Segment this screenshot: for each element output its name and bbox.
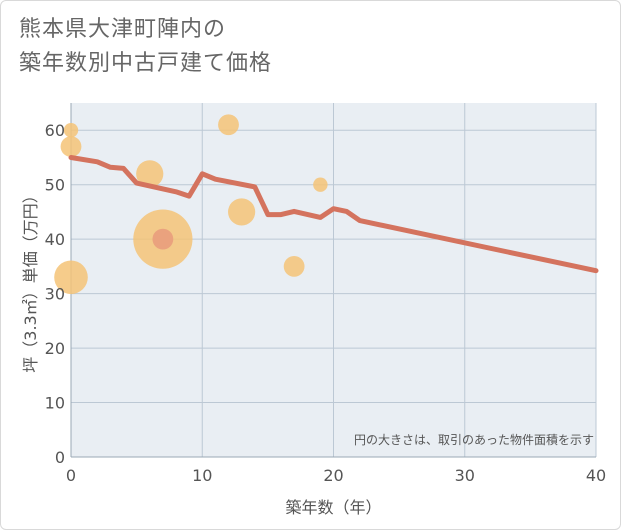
y-tick-label: 0 [55,448,65,467]
x-axis-label: 築年数（年） [285,498,381,517]
y-tick-label: 30 [45,285,65,304]
y-tick-label: 20 [45,339,65,358]
data-bubble [228,198,256,226]
data-bubble [136,160,164,188]
x-tick-label: 10 [192,466,212,485]
data-bubble [60,136,82,157]
bubble-layer [54,114,328,295]
x-tick-label: 30 [455,466,475,485]
chart-title-line-1: 熊本県大津町陣内の [19,17,227,42]
x-tick-label: 0 [66,466,76,485]
y-tick-label: 60 [45,121,65,140]
chart-title: 熊本県大津町陣内の 築年数別中古戸建て価格 [19,13,272,81]
y-tick-labels: 0 10 20 30 40 50 60 [45,121,65,467]
data-bubble [283,255,305,277]
x-tick-label: 40 [586,466,606,485]
y-tick-label: 40 [45,230,65,249]
x-tick-labels: 0 10 20 30 40 [66,466,606,485]
data-bubble [152,228,174,250]
x-tick-label: 20 [323,466,343,485]
data-bubble [63,123,79,138]
data-bubble [313,177,328,192]
trend-layer [68,155,599,274]
trend-line [68,155,599,274]
y-tick-label: 50 [45,176,65,195]
data-bubble [218,114,239,136]
chart-title-line-2: 築年数別中古戸建て価格 [19,51,273,76]
data-bubble [54,260,88,295]
size-note: 円の大きさは、取引のあった物件面積を示す [354,432,594,447]
y-tick-label: 10 [45,394,65,413]
y-axis-label: 坪（3.3㎡）単価（万円） [21,187,40,372]
